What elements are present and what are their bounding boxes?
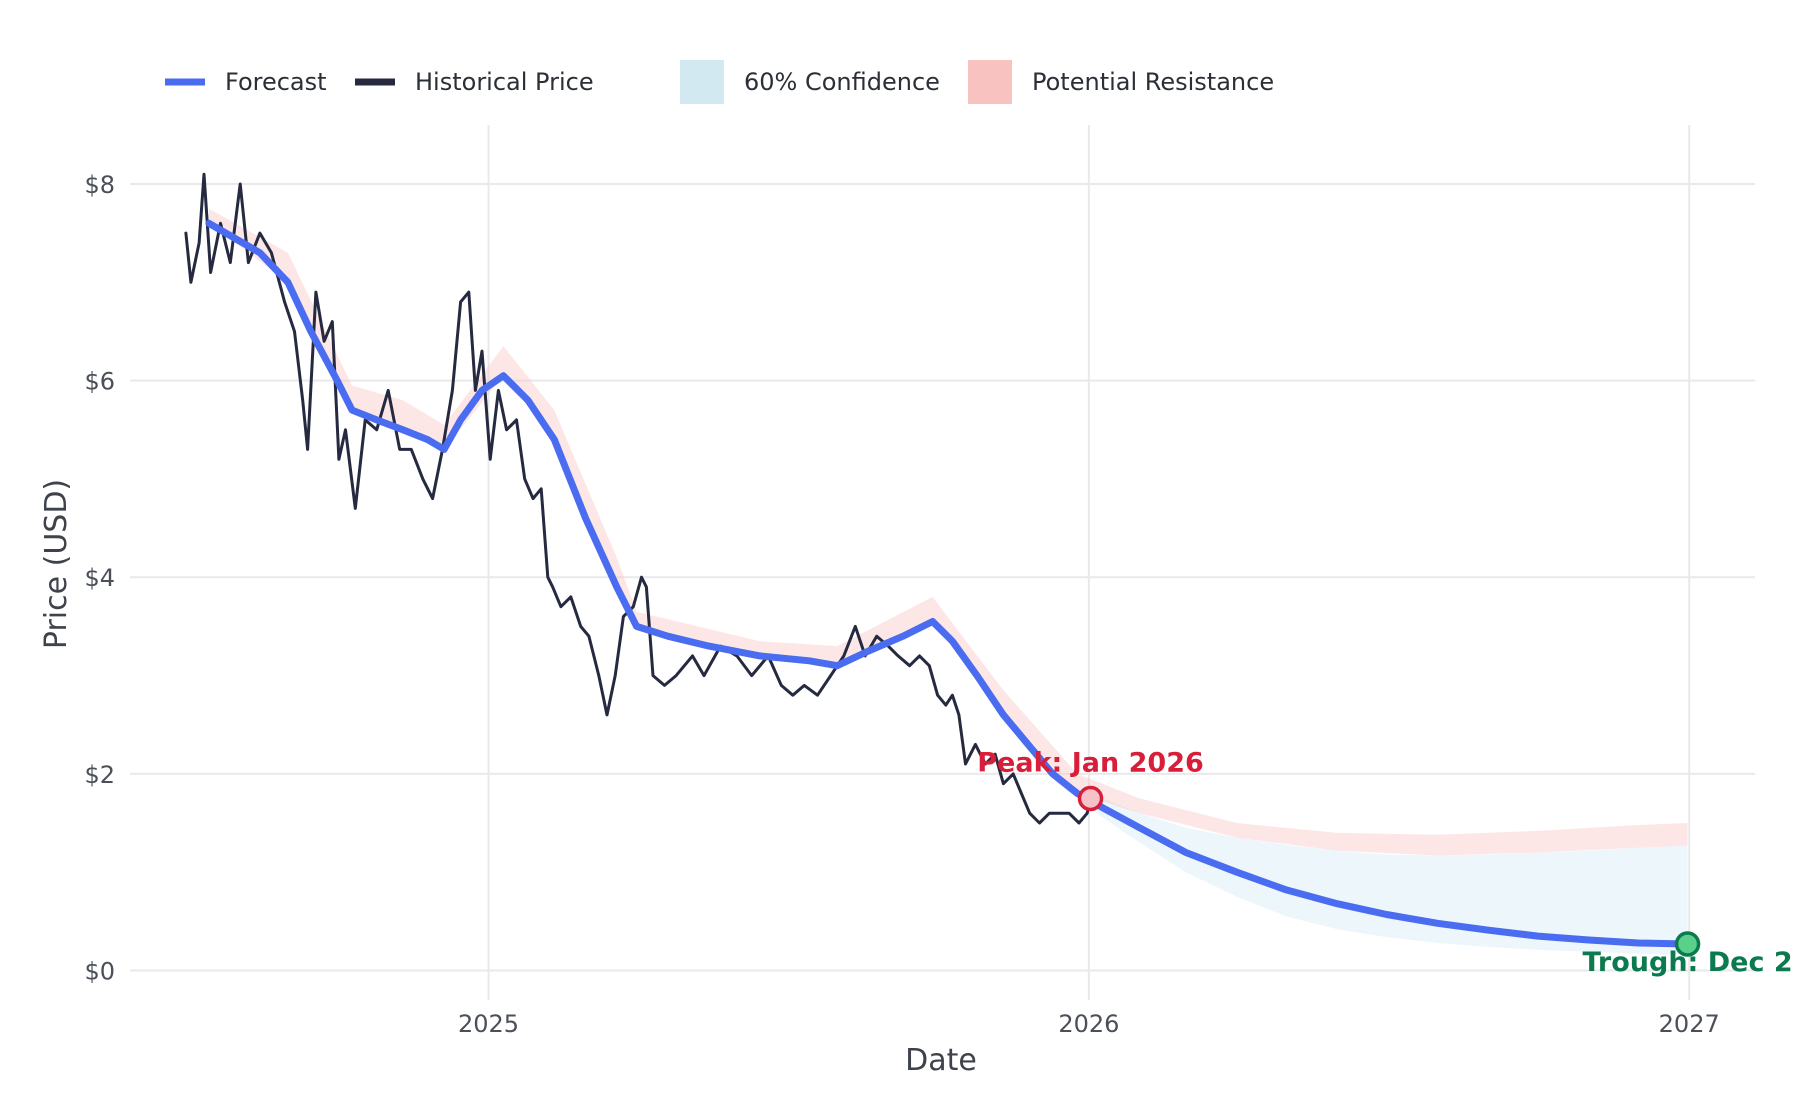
y-tick-label: $8 bbox=[84, 171, 115, 199]
series-layer bbox=[184, 172, 1692, 948]
y-tick-label: $0 bbox=[84, 958, 115, 986]
x-tick-label: 2025 bbox=[458, 1010, 519, 1038]
60-confidence-band bbox=[1077, 788, 1688, 955]
potential-resistance-legend-swatch bbox=[968, 60, 1012, 104]
historical-price-legend-label: Historical Price bbox=[415, 68, 594, 96]
annotation-label: Peak: Jan 2026 bbox=[977, 747, 1204, 778]
y-axis-title: Price (USD) bbox=[39, 479, 74, 649]
legend: Forecast Historical Price 60% Confidence Po… bbox=[165, 60, 1274, 104]
y-tick-label: $6 bbox=[84, 368, 115, 396]
forecast-legend-label: Forecast bbox=[225, 68, 327, 96]
x-tick-label: 2026 bbox=[1058, 1010, 1119, 1038]
potential-resistance-legend-label: Potential Resistance bbox=[1032, 68, 1274, 96]
annotation-label: Trough: Dec 2 bbox=[1582, 947, 1792, 978]
60-confidence-legend-swatch bbox=[680, 60, 724, 104]
annotation-layer: Peak: Jan 2026 Trough: Dec 2 bbox=[977, 747, 1792, 978]
historical-price-line bbox=[184, 172, 1092, 825]
x-axis-title: Date bbox=[905, 1043, 977, 1078]
tick-layer: $0 $2 $4 $6 $8 2025 2026 2027 bbox=[84, 171, 1719, 1038]
potential-resistance-band bbox=[208, 208, 1688, 856]
y-tick-label: $2 bbox=[84, 761, 115, 789]
band-layer bbox=[208, 208, 1688, 955]
annotation-marker bbox=[1674, 931, 1701, 957]
annotation-marker bbox=[1077, 785, 1104, 812]
grid-layer bbox=[130, 125, 1755, 1000]
forecast-line bbox=[205, 219, 1692, 948]
60-confidence-legend-label: 60% Confidence bbox=[744, 68, 940, 96]
y-tick-label: $4 bbox=[84, 564, 115, 592]
x-tick-label: 2027 bbox=[1659, 1010, 1720, 1038]
